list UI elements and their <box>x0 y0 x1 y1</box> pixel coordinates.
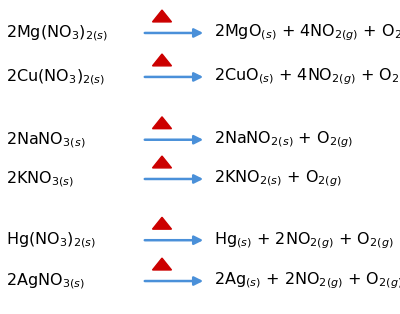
Polygon shape <box>152 54 172 66</box>
Text: 2Mg(NO$_3$)$_{2(s)}$: 2Mg(NO$_3$)$_{2(s)}$ <box>6 23 108 43</box>
Polygon shape <box>152 258 172 270</box>
Text: 2KNO$_{2(s)}$ + O$_{2(g)}$: 2KNO$_{2(s)}$ + O$_{2(g)}$ <box>214 169 342 189</box>
Polygon shape <box>152 117 172 129</box>
Text: 2KNO$_{3(s)}$: 2KNO$_{3(s)}$ <box>6 169 74 189</box>
Text: 2CuO$_{(s)}$ + 4NO$_{2(g)}$ + O$_{2(g)}$: 2CuO$_{(s)}$ + 4NO$_{2(g)}$ + O$_{2(g)}$ <box>214 67 400 87</box>
Text: 2Cu(NO$_3$)$_{2(s)}$: 2Cu(NO$_3$)$_{2(s)}$ <box>6 67 105 87</box>
Polygon shape <box>152 10 172 22</box>
Text: Hg$_{(s)}$ + 2NO$_{2(g)}$ + O$_{2(g)}$: Hg$_{(s)}$ + 2NO$_{2(g)}$ + O$_{2(g)}$ <box>214 230 394 251</box>
Text: 2AgNO$_{3(s)}$: 2AgNO$_{3(s)}$ <box>6 271 85 291</box>
Text: 2MgO$_{(s)}$ + 4NO$_{2(g)}$ + O$_{2(g)}$: 2MgO$_{(s)}$ + 4NO$_{2(g)}$ + O$_{2(g)}$ <box>214 23 400 43</box>
Text: 2NaNO$_{3(s)}$: 2NaNO$_{3(s)}$ <box>6 130 86 149</box>
Text: 2NaNO$_{2(s)}$ + O$_{2(g)}$: 2NaNO$_{2(s)}$ + O$_{2(g)}$ <box>214 129 353 150</box>
Polygon shape <box>152 217 172 229</box>
Polygon shape <box>152 156 172 168</box>
Text: 2Ag$_{(s)}$ + 2NO$_{2(g)}$ + O$_{2(g)}$: 2Ag$_{(s)}$ + 2NO$_{2(g)}$ + O$_{2(g)}$ <box>214 271 400 291</box>
Text: Hg(NO$_3$)$_{2(s)}$: Hg(NO$_3$)$_{2(s)}$ <box>6 230 96 250</box>
